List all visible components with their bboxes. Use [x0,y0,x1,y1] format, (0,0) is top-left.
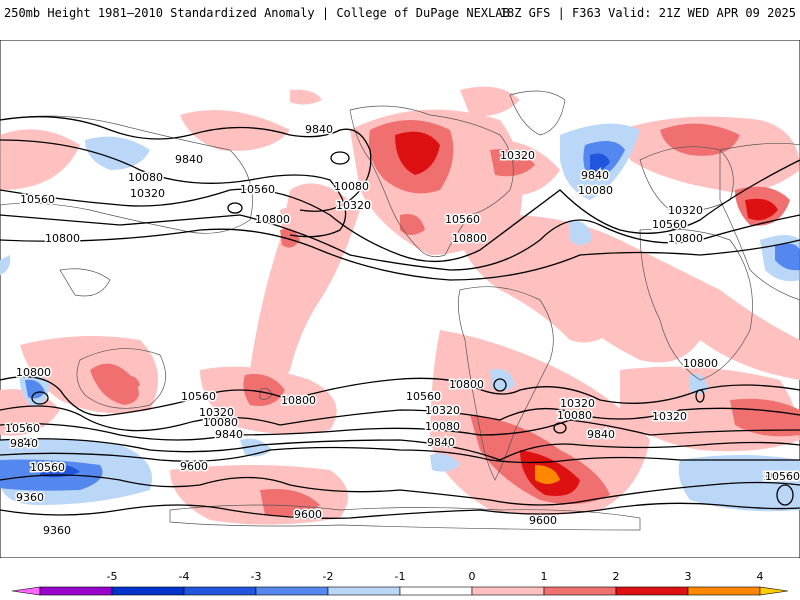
colorbar-tick-label: 2 [612,570,620,583]
contour-label: 9840 [175,153,203,166]
contour-label: 10320 [425,404,460,417]
height-contours [0,116,800,519]
contour-label: 10560 [181,390,216,403]
contour-label: 9840 [581,169,609,182]
contour-label: 10560 [5,422,40,435]
contour-label: 10560 [765,470,800,483]
contour-label: 10800 [683,357,718,370]
contour-label: 10320 [560,397,595,410]
contour-label: 9840 [587,428,615,441]
colorbar-swatch [183,586,257,596]
colorbar-arrow-high [759,586,789,596]
contour-label: 10080 [203,416,238,429]
contour-label: 9600 [294,508,322,521]
contour-label: 10320 [336,199,371,212]
contour-label: 10560 [240,183,275,196]
colorbar-tick-label: -1 [394,570,406,583]
colorbar-swatch [471,586,545,596]
model-run-info: 18Z GFS | F363 Valid: 21Z WED APR 09 202… [499,6,796,20]
contour-label: 10800 [16,366,51,379]
colorbar-tick-label: 1 [540,570,548,583]
contour-label: 9840 [427,436,455,449]
contour-label: 10320 [130,187,165,200]
anomaly-colorbar: -5-4-3-2-1012345 [0,570,800,600]
contour-label: 10800 [452,232,487,245]
contour-label: 10800 [45,232,80,245]
contour-label: 10080 [557,409,592,422]
colorbar-tick-label: -4 [178,570,190,583]
map-title: 250mb Height 1981–2010 Standardized Anom… [4,6,510,20]
contour-label: 10800 [449,378,484,391]
colorbar-swatch [399,586,473,596]
contour-label: 10320 [668,204,703,217]
colorbar-swatch [111,586,185,596]
coastlines [0,90,800,531]
contour-label: 10800 [668,232,703,245]
contour-label: 9360 [43,524,71,537]
colorbar-swatch [39,586,113,596]
contour-label: 10560 [445,213,480,226]
colorbar-tick-label: -3 [250,570,262,583]
contour-label: 10560 [20,193,55,206]
contour-label: 9600 [180,460,208,473]
colorbar-swatch [255,586,329,596]
contour-label: 10560 [30,461,65,474]
contour-label: 10800 [255,213,290,226]
contour-label: 10080 [425,420,460,433]
anomaly-map: 9840 9840 10080 10320 10560 10560 10800 … [0,40,800,558]
colorbar-swatch [543,586,617,596]
colorbar-swatch [615,586,689,596]
contour-label: 10080 [763,470,798,483]
contour-label: 10080 [578,184,613,197]
colorbar-swatch [687,586,761,596]
colorbar-arrow-low [11,586,41,596]
contour-label: 10080 [128,171,163,184]
colorbar-tick-label: 4 [756,570,764,583]
colorbar-tick-label: -5 [106,570,118,583]
colorbar-tick-label: -2 [322,570,334,583]
contour-label: 9840 [215,428,243,441]
colorbar-tick-label: 3 [684,570,692,583]
contour-label: 9600 [529,514,557,527]
contour-label: 10320 [652,410,687,423]
contour-label: 10080 [334,180,369,193]
contour-label: 9360 [16,491,44,504]
colorbar-scale [11,586,789,596]
contour-label: 10800 [683,357,718,370]
contour-label: 10560 [406,390,441,403]
contour-label: 10560 [652,218,687,231]
contour-labels: 9840 9840 10080 10320 10560 10560 10800 … [4,122,800,539]
contour-label: 10320 [500,149,535,162]
colorbar-tick-label: 0 [468,570,476,583]
contour-label: 10800 [281,394,316,407]
contour-label: 10320 [199,406,234,419]
colorbar-swatch [327,586,401,596]
contour-label: 9840 [305,123,333,136]
contour-label: 9840 [10,437,38,450]
